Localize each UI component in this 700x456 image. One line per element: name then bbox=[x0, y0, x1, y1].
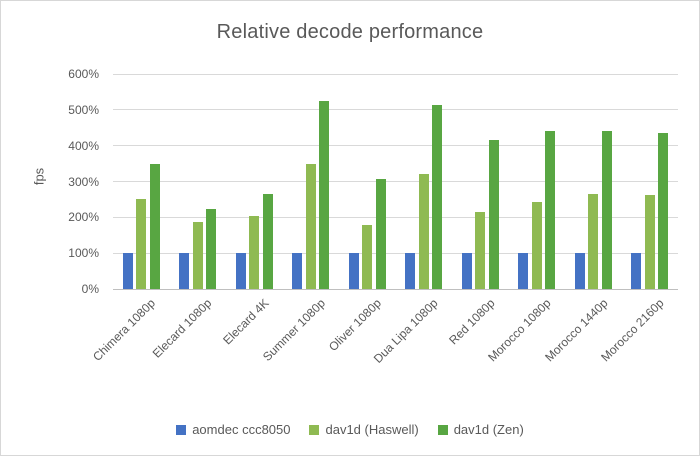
gridline bbox=[113, 288, 678, 290]
legend-item: aomdec ccc8050 bbox=[176, 422, 290, 437]
bar bbox=[179, 253, 190, 289]
bar bbox=[319, 100, 330, 289]
legend-item: dav1d (Haswell) bbox=[309, 422, 419, 437]
bar bbox=[292, 253, 303, 289]
gridline bbox=[113, 216, 678, 218]
bar bbox=[362, 225, 373, 289]
bar bbox=[206, 209, 217, 289]
y-tick-label: 400% bbox=[68, 138, 99, 153]
legend-swatch-icon bbox=[309, 424, 320, 435]
legend-item: dav1d (Zen) bbox=[437, 422, 524, 437]
y-tick-label: 200% bbox=[68, 210, 99, 225]
legend-swatch-icon bbox=[176, 424, 187, 435]
legend-label: dav1d (Haswell) bbox=[325, 422, 419, 437]
x-category-label: Elecard 4K bbox=[219, 296, 272, 348]
x-category-label: Chimera 1080p bbox=[90, 296, 159, 364]
bar bbox=[658, 133, 669, 289]
bar bbox=[149, 163, 160, 289]
bar bbox=[235, 253, 246, 289]
bar bbox=[405, 253, 416, 289]
bar bbox=[475, 211, 486, 289]
bar bbox=[432, 104, 443, 289]
legend-label: aomdec ccc8050 bbox=[192, 422, 291, 437]
chart-title: Relative decode performance bbox=[216, 21, 484, 43]
x-category-label: Red 1080p bbox=[445, 296, 498, 348]
bar bbox=[375, 179, 386, 289]
bar bbox=[461, 253, 472, 289]
x-category-label: Elecard 1080p bbox=[150, 296, 215, 361]
bar bbox=[518, 253, 529, 289]
bar bbox=[192, 221, 203, 289]
legend: aomdec ccc8050 dav1d (Haswell) dav1d (Zen) bbox=[1, 422, 699, 437]
bar bbox=[488, 139, 499, 289]
bar bbox=[545, 130, 556, 289]
y-tick-label: 600% bbox=[68, 67, 99, 81]
legend-label: dav1d (Zen) bbox=[453, 422, 524, 437]
bar bbox=[262, 194, 273, 289]
bar bbox=[418, 173, 429, 289]
gridline bbox=[113, 109, 678, 111]
bar bbox=[249, 215, 260, 289]
bar bbox=[601, 131, 612, 289]
bar bbox=[631, 253, 642, 289]
gridline bbox=[113, 252, 678, 254]
bar bbox=[574, 253, 585, 289]
bar bbox=[122, 253, 133, 289]
gridline bbox=[113, 73, 678, 75]
y-tick-label: 500% bbox=[68, 102, 99, 117]
gridline bbox=[113, 145, 678, 147]
gridline bbox=[113, 181, 678, 182]
bar bbox=[531, 201, 542, 289]
y-tick-label: 300% bbox=[68, 174, 99, 189]
y-tick-label: 0% bbox=[81, 282, 99, 296]
bar bbox=[305, 164, 316, 289]
bar bbox=[348, 253, 359, 289]
bar bbox=[588, 194, 599, 289]
legend-swatch-icon bbox=[437, 424, 448, 435]
plot-area bbox=[113, 73, 678, 290]
bar bbox=[136, 199, 147, 289]
x-category-label: Oliver 1080p bbox=[326, 296, 385, 355]
y-tick-label: 100% bbox=[68, 246, 99, 261]
bar bbox=[644, 194, 655, 289]
